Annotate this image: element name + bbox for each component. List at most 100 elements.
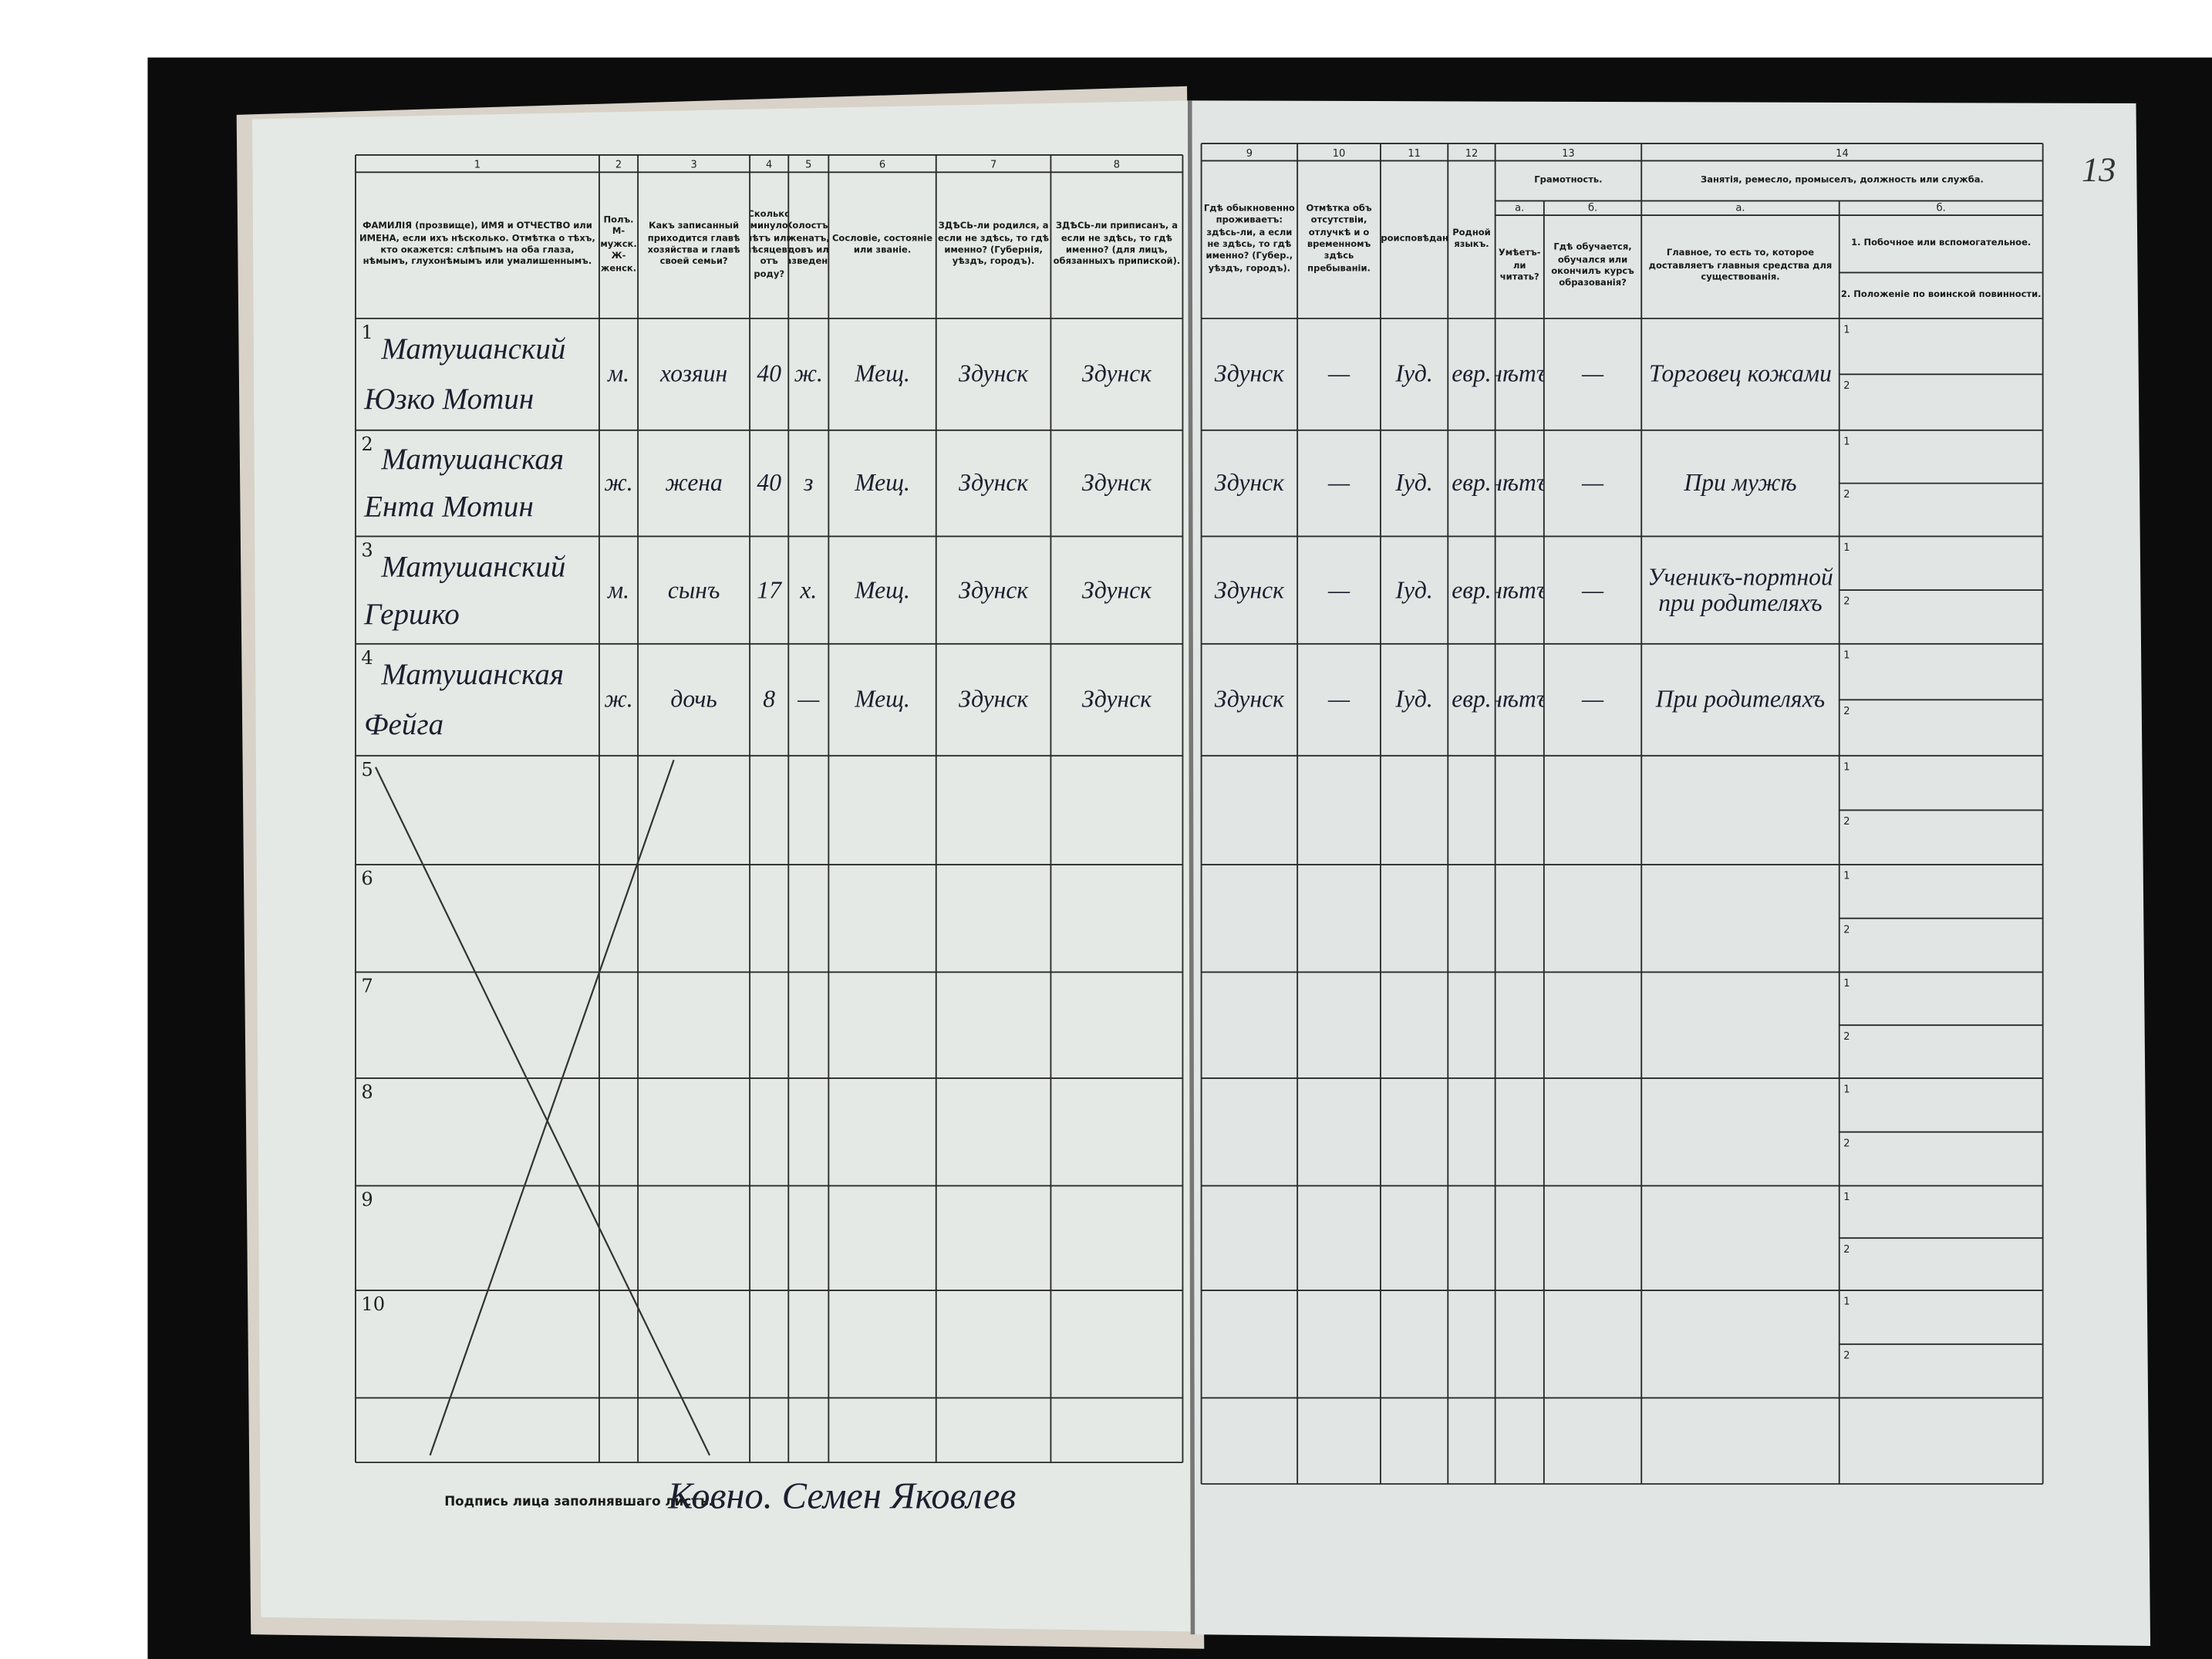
entry: з <box>804 469 814 497</box>
entry-box: з <box>804 469 814 497</box>
entry-box: евр. <box>1452 577 1491 602</box>
entry-box: ж. <box>604 685 633 713</box>
sub-row-label: 1 <box>1843 649 1850 661</box>
entry: Мещ. <box>855 359 910 388</box>
row-number: 10 <box>361 1293 385 1315</box>
right-page <box>1189 100 2151 1647</box>
entry: нѣтъ <box>1495 359 1544 388</box>
surname-box: Матушанская <box>381 659 564 690</box>
column-number: 6 <box>879 160 885 171</box>
entry: Здунск <box>959 469 1029 497</box>
entry: Здунск <box>1081 685 1152 713</box>
entry: 8 <box>763 685 776 713</box>
entry-box: Ученикъ-портной при родителяхъ <box>1647 563 1833 616</box>
sub-letter: а. <box>1735 202 1745 214</box>
column-header: Какъ записанный приходится главѣ хозяйст… <box>647 221 740 268</box>
entry: Здунск <box>1081 359 1152 388</box>
group-header: Грамотность. <box>1534 174 1603 185</box>
sub-header: Умѣетъ-ли читать? <box>1498 248 1541 283</box>
row-number: 1 <box>361 322 373 343</box>
entry: Здунск <box>1214 575 1284 603</box>
entry: Здунск <box>1214 469 1284 497</box>
given-name-box: Ента Мотин <box>364 489 534 524</box>
sub-header-box: Гдѣ обучается, обучался или окончилъ кур… <box>1551 243 1634 289</box>
entry-box: Здунск <box>1214 469 1284 497</box>
entry: ж. <box>604 469 633 497</box>
entry: м. <box>607 575 630 603</box>
entry: 40 <box>757 469 782 497</box>
sub-header: 2. Положеніе по воинской повинности. <box>1840 289 2042 300</box>
sub-letter: б. <box>1937 202 1946 214</box>
entry: сынъ <box>667 575 720 603</box>
entry-box: — <box>1328 686 1350 712</box>
entry-box: Здунск <box>1082 577 1152 602</box>
column-header-box: ЗДѢСЬ-ли родился, а если не здѣсь, то гд… <box>938 221 1049 268</box>
column-header-box: Сословіе, состояніе или званіе. <box>832 234 932 256</box>
entry: ж. <box>604 685 633 713</box>
entry-box: Здунск <box>1215 686 1284 712</box>
entry-box: жена <box>665 470 722 495</box>
entry: м. <box>607 359 630 388</box>
column-number: 13 <box>1562 148 1575 160</box>
sub-row-label: 2 <box>1843 1138 1850 1149</box>
entry: Ученикъ-портной при родителяхъ <box>1647 563 1833 616</box>
column-header: Родной языкъ. <box>1452 228 1491 250</box>
sub-row-label: 1 <box>1843 871 1850 882</box>
column-header-box: Сколько минуло лѣтъ или мѣсяцевъ отъ род… <box>750 209 788 279</box>
group-header-box: Грамотность. <box>1534 174 1603 185</box>
group-header: Занятія, ремесло, промыселъ, должность и… <box>1701 174 1984 185</box>
column-header-box: Гдѣ обыкновенно проживаетъ: здѣсь-ли, а … <box>1204 204 1295 274</box>
entry: ж. <box>794 359 823 388</box>
entry-box: нѣтъ <box>1495 359 1544 388</box>
entry: — <box>1581 575 1604 603</box>
entry-box: Здунск <box>1214 575 1284 603</box>
sub-row-label: 1 <box>1843 324 1850 336</box>
entry: — <box>1581 469 1604 497</box>
column-number: 9 <box>1246 148 1253 160</box>
entry-box: м. <box>607 359 630 388</box>
sub-row-label: 2 <box>1843 1350 1850 1361</box>
column-number: 3 <box>690 160 696 171</box>
sub-row-label: 2 <box>1843 706 1850 717</box>
entry: Здунск <box>1081 469 1152 497</box>
column-header: Вѣроисповѣданіе. <box>1381 233 1448 244</box>
sub-letter: б. <box>1588 202 1597 214</box>
signature-label: Подпись лица заполнявшаго листъ. <box>444 1493 713 1509</box>
row-number: 5 <box>361 759 373 781</box>
column-number: 2 <box>615 160 622 171</box>
entry-box: При мужѣ <box>1684 470 1796 495</box>
entry: Іуд. <box>1395 469 1433 497</box>
column-header-box: ЗДѢСЬ-ли приписанъ, а если не здѣсь, то … <box>1054 221 1181 268</box>
entry: При родителяхъ <box>1655 685 1826 713</box>
given-name: Фейга <box>364 707 444 743</box>
spine <box>1187 100 1195 1635</box>
entry-box: Здунск <box>1081 359 1152 388</box>
entry-box: При родителяхъ <box>1655 685 1826 713</box>
entry: Здунск <box>959 575 1029 603</box>
row-number: 9 <box>361 1189 373 1210</box>
sub-header-box: Умѣетъ-ли читать? <box>1498 248 1541 283</box>
entry-box: — <box>1328 361 1350 386</box>
column-number: 7 <box>990 160 996 171</box>
column-header: ФАМИЛІЯ (прозвище), ИМЯ и ОТЧЕСТВО или И… <box>359 221 595 268</box>
entry-box: Торговец кожами <box>1649 361 1832 386</box>
entry: х. <box>800 575 818 603</box>
given-name: Юзко Мотин <box>364 382 534 417</box>
entry-box: — <box>1581 575 1604 603</box>
column-number: 12 <box>1465 148 1479 160</box>
sub-row-label: 1 <box>1843 1297 1850 1308</box>
sub-letter: а. <box>1515 202 1524 214</box>
entry: — <box>1581 685 1604 713</box>
surname-box: Матушанский <box>381 333 565 365</box>
sub-row-label: 2 <box>1843 1031 1850 1043</box>
entry-box: Мещ. <box>855 577 910 602</box>
sub-header-box: Главное, то есть то, которое доставляетъ… <box>1649 249 1833 283</box>
given-name: Ента Мотин <box>364 489 534 524</box>
entry-box: Здунск <box>959 361 1028 386</box>
entry-box: х. <box>800 575 818 603</box>
entry-box: — <box>797 686 819 712</box>
row-number: 7 <box>361 975 373 996</box>
entry-box: дочь <box>670 686 717 712</box>
